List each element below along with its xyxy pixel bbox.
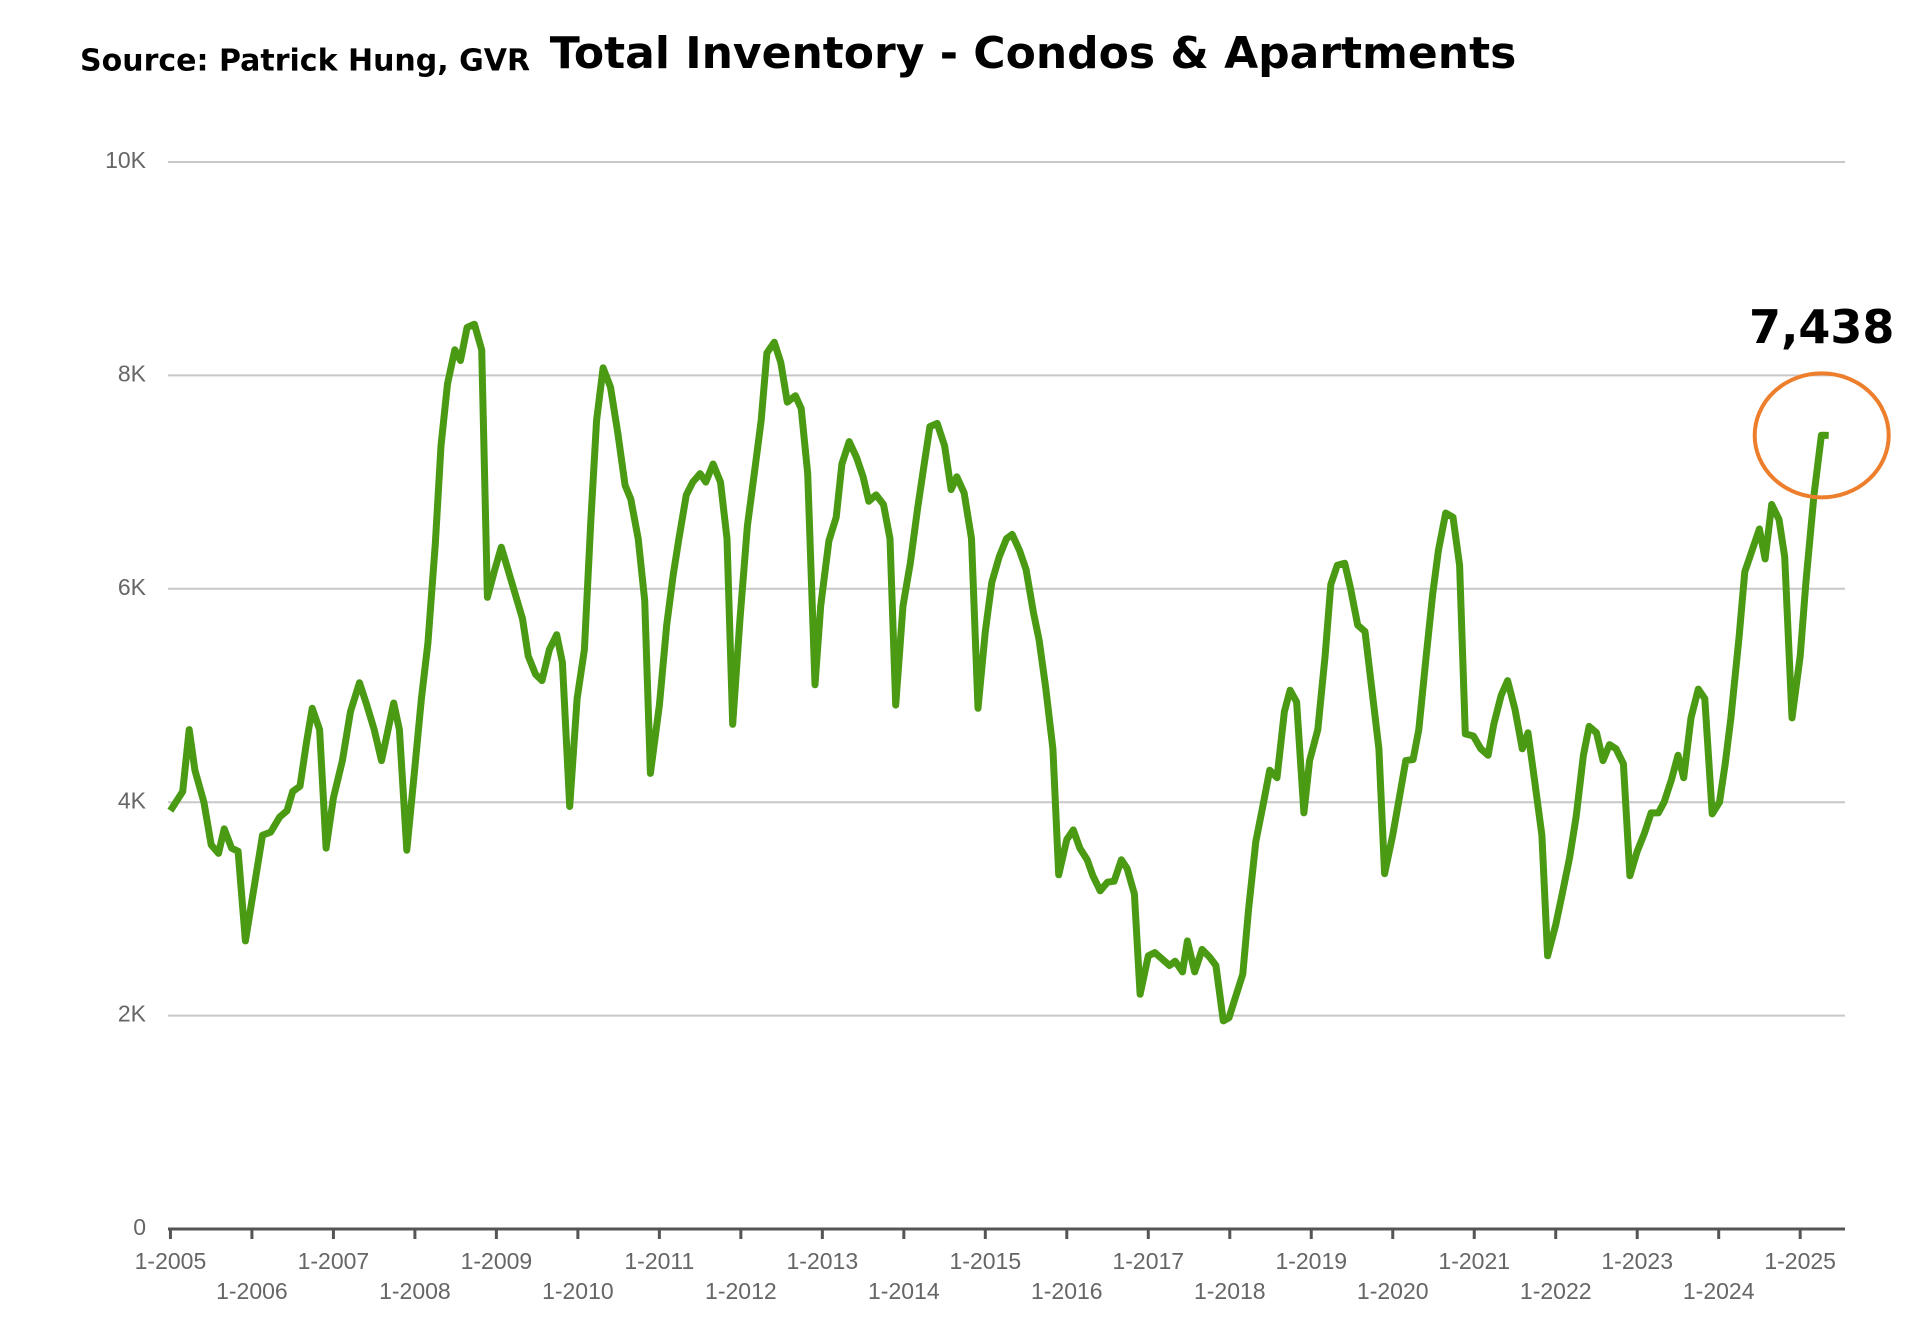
x-tick-label: 1-2017 — [1112, 1248, 1184, 1274]
x-tick-label: 1-2007 — [298, 1248, 370, 1274]
x-tick-label: 1-2013 — [787, 1248, 859, 1274]
source: Source: Patrick Hung, GVR — [80, 44, 530, 79]
y-tick-label: 4K — [118, 787, 147, 813]
highlight-circle — [1752, 371, 1891, 500]
y-tick-label: 10K — [105, 147, 147, 173]
y-tick-label: 8K — [118, 360, 147, 386]
x-tick-label: 1-2024 — [1683, 1278, 1755, 1304]
x-tick-label: 1-2009 — [461, 1248, 533, 1274]
y-tick-label: 2K — [118, 1001, 147, 1027]
x-tick-label: 1-2020 — [1357, 1278, 1429, 1304]
y-tick-label: 0 — [133, 1214, 146, 1240]
x-tick-label: 1-2006 — [216, 1278, 288, 1304]
x-tick-label: 1-2022 — [1520, 1278, 1592, 1304]
x-tick-label: 1-2016 — [1031, 1278, 1103, 1304]
x-tick-label: 1-2018 — [1194, 1278, 1266, 1304]
data-line — [167, 320, 1829, 1025]
x-tick-label: 1-2011 — [624, 1248, 694, 1274]
y-tick-label: 6K — [118, 574, 147, 600]
x-tick-label: 1-2014 — [868, 1278, 940, 1304]
annotation: 7,438 — [1749, 300, 1895, 354]
x-tick-label: 1-2025 — [1764, 1248, 1836, 1274]
x-tick-label: 1-2012 — [705, 1278, 777, 1304]
x-tick-label: 1-2005 — [135, 1248, 207, 1274]
chart-title: Total Inventory - Condos & Apartments — [550, 28, 1517, 79]
x-tick-label: 1-2015 — [950, 1248, 1022, 1274]
x-tick-label: 1-2023 — [1601, 1248, 1673, 1274]
x-tick-label: 1-2021 — [1438, 1248, 1510, 1274]
x-tick-label: 1-2008 — [379, 1278, 451, 1304]
x-tick-label: 1-2010 — [542, 1278, 614, 1304]
x-tick-label: 1-2019 — [1275, 1248, 1347, 1274]
